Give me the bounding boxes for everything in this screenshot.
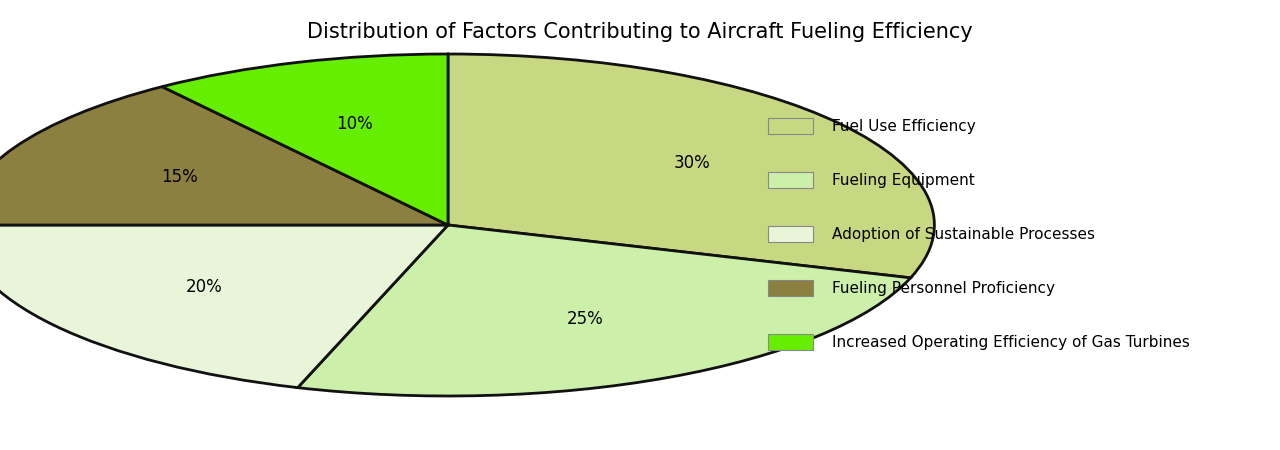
FancyBboxPatch shape (768, 334, 813, 350)
Text: Distribution of Factors Contributing to Aircraft Fueling Efficiency: Distribution of Factors Contributing to … (307, 22, 973, 41)
Text: Fueling Personnel Proficiency: Fueling Personnel Proficiency (832, 280, 1055, 296)
Text: Fueling Equipment: Fueling Equipment (832, 172, 975, 188)
Text: 30%: 30% (673, 154, 710, 172)
Wedge shape (163, 54, 448, 225)
Text: 10%: 10% (337, 115, 374, 133)
Wedge shape (448, 54, 934, 278)
Text: Adoption of Sustainable Processes: Adoption of Sustainable Processes (832, 226, 1094, 242)
Text: Fuel Use Efficiency: Fuel Use Efficiency (832, 118, 975, 134)
Text: 15%: 15% (161, 168, 197, 186)
FancyBboxPatch shape (768, 118, 813, 134)
Text: 25%: 25% (567, 310, 603, 328)
FancyBboxPatch shape (768, 280, 813, 296)
FancyBboxPatch shape (768, 226, 813, 242)
FancyBboxPatch shape (768, 172, 813, 188)
Wedge shape (0, 87, 448, 225)
Wedge shape (298, 225, 910, 396)
Text: 20%: 20% (186, 278, 223, 296)
Wedge shape (0, 225, 448, 387)
Text: Increased Operating Efficiency of Gas Turbines: Increased Operating Efficiency of Gas Tu… (832, 334, 1190, 350)
